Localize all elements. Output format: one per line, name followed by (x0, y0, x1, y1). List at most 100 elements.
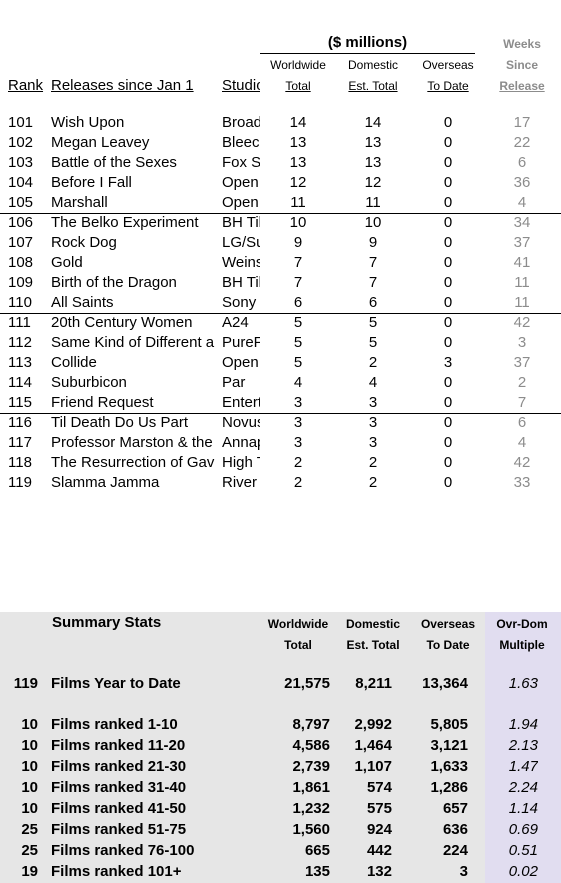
summary-domestic: 1,464 (354, 737, 392, 754)
summary-label: Films ranked 21-30 (51, 758, 187, 775)
release-title-cell: 20th Century Women (51, 314, 193, 331)
worldwide-total-cell: 5 (293, 354, 303, 371)
release-title-cell: The Resurrection of Gav (51, 454, 215, 471)
worldwide-total-cell: 2 (293, 474, 303, 491)
overseas-total-cell: 0 (443, 334, 453, 351)
film-count: 119 (13, 675, 38, 692)
summary-worldwide: 665 (304, 842, 330, 859)
rank-cell: 118 (8, 454, 32, 471)
rank-cell: 113 (8, 354, 32, 371)
summary-column-header: Total (284, 638, 312, 652)
summary-label: Films ranked 11-20 (51, 737, 186, 754)
summary-domestic: 8,211 (355, 675, 392, 692)
weeks-since-release-cell: 4 (517, 434, 527, 451)
summary-overseas: 13,364 (422, 675, 468, 692)
column-header: Overseas (422, 58, 474, 72)
weeks-since-release-cell: 4 (517, 194, 527, 211)
overseas-total-cell: 0 (443, 474, 453, 491)
weeks-since-release-cell: 34 (513, 214, 531, 231)
summary-overseas: 636 (442, 821, 468, 838)
overseas-total-cell: 0 (443, 174, 453, 191)
studio-cell: PureF (222, 334, 260, 351)
overseas-total-cell: 0 (443, 254, 453, 271)
domestic-total-cell: 14 (364, 114, 382, 131)
rank-cell: 115 (8, 394, 32, 411)
studio-cell: BH Til (222, 214, 260, 231)
weeks-since-release-cell: 11 (514, 274, 530, 291)
group-separator (0, 413, 561, 414)
overseas-total-cell: 0 (443, 394, 453, 411)
rank-cell: 119 (8, 474, 32, 491)
summary-title: Summary Stats (52, 614, 162, 631)
column-header: Total (285, 79, 311, 93)
overseas-total-cell: 0 (443, 114, 453, 131)
column-header: Releases since Jan 1 (51, 77, 194, 94)
weeks-since-release-cell: 6 (517, 414, 527, 431)
overseas-total-cell: 0 (443, 454, 453, 471)
summary-overseas: 1,286 (430, 779, 468, 796)
domestic-total-cell: 2 (368, 354, 378, 371)
overseas-total-cell: 0 (443, 134, 453, 151)
domestic-total-cell: 5 (368, 314, 378, 331)
overseas-total-cell: 0 (443, 434, 453, 451)
studio-cell: Sony (222, 294, 257, 311)
rank-cell: 101 (8, 114, 34, 131)
domestic-total-cell: 3 (368, 394, 378, 411)
summary-column-header: To Date (426, 638, 470, 652)
summary-worldwide: 1,861 (292, 779, 330, 796)
studio-cell: Open (222, 194, 259, 211)
domestic-total-cell: 2 (368, 454, 378, 471)
domestic-total-cell: 9 (368, 234, 378, 251)
units-rule (260, 53, 475, 54)
summary-domestic: 132 (366, 863, 392, 880)
group-separator (0, 213, 561, 214)
worldwide-total-cell: 5 (293, 334, 303, 351)
domestic-total-cell: 13 (364, 154, 382, 171)
release-title-cell: Marshall (51, 194, 108, 211)
release-title-cell: Before I Fall (51, 174, 132, 191)
column-header: Since (505, 58, 538, 72)
summary-multiple: 2.13 (508, 737, 538, 754)
worldwide-total-cell: 10 (289, 214, 307, 231)
film-count: 25 (21, 821, 38, 838)
summary-label: Films ranked 76-100 (51, 842, 195, 859)
studio-cell: Broad (222, 114, 260, 131)
summary-multiple: 1.47 (508, 758, 538, 775)
studio-cell: Fox S (222, 154, 260, 171)
summary-column-header: Ovr-Dom (496, 617, 548, 631)
summary-multiple: 0.69 (508, 821, 538, 838)
column-header: Domestic (347, 58, 398, 72)
column-header: Rank (8, 77, 44, 94)
rank-cell: 106 (8, 214, 34, 231)
weeks-since-release-cell: 33 (513, 474, 531, 491)
worldwide-total-cell: 3 (293, 434, 303, 451)
summary-label: Films ranked 41-50 (51, 800, 187, 817)
domestic-total-cell: 11 (365, 194, 381, 211)
summary-label: Films ranked 31-40 (51, 779, 187, 796)
summary-worldwide: 8,797 (292, 716, 330, 733)
studio-cell: Weins (222, 254, 260, 271)
worldwide-total-cell: 9 (293, 234, 303, 251)
rank-cell: 111 (8, 314, 31, 331)
rank-cell: 114 (8, 374, 32, 391)
studio-cell: Novus (222, 414, 260, 431)
studio-cell: Bleec (222, 134, 260, 151)
summary-multiple: 0.51 (508, 842, 538, 859)
worldwide-total-cell: 13 (289, 154, 307, 171)
column-header: To Date (427, 79, 469, 93)
overseas-total-cell: 0 (443, 374, 453, 391)
rank-cell: 112 (8, 334, 32, 351)
studio-cell: A24 (222, 314, 249, 331)
weeks-since-release-cell: 37 (513, 354, 531, 371)
column-header: Worldwide (270, 58, 326, 72)
summary-domestic: 575 (366, 800, 392, 817)
rank-cell: 103 (8, 154, 34, 171)
release-title-cell: Til Death Do Us Part (51, 414, 188, 431)
domestic-total-cell: 6 (368, 294, 378, 311)
worldwide-total-cell: 3 (293, 394, 303, 411)
summary-column-header: Worldwide (267, 617, 329, 631)
summary-worldwide: 135 (304, 863, 330, 880)
release-title-cell: The Belko Experiment (51, 214, 199, 231)
release-title-cell: Gold (51, 254, 83, 271)
